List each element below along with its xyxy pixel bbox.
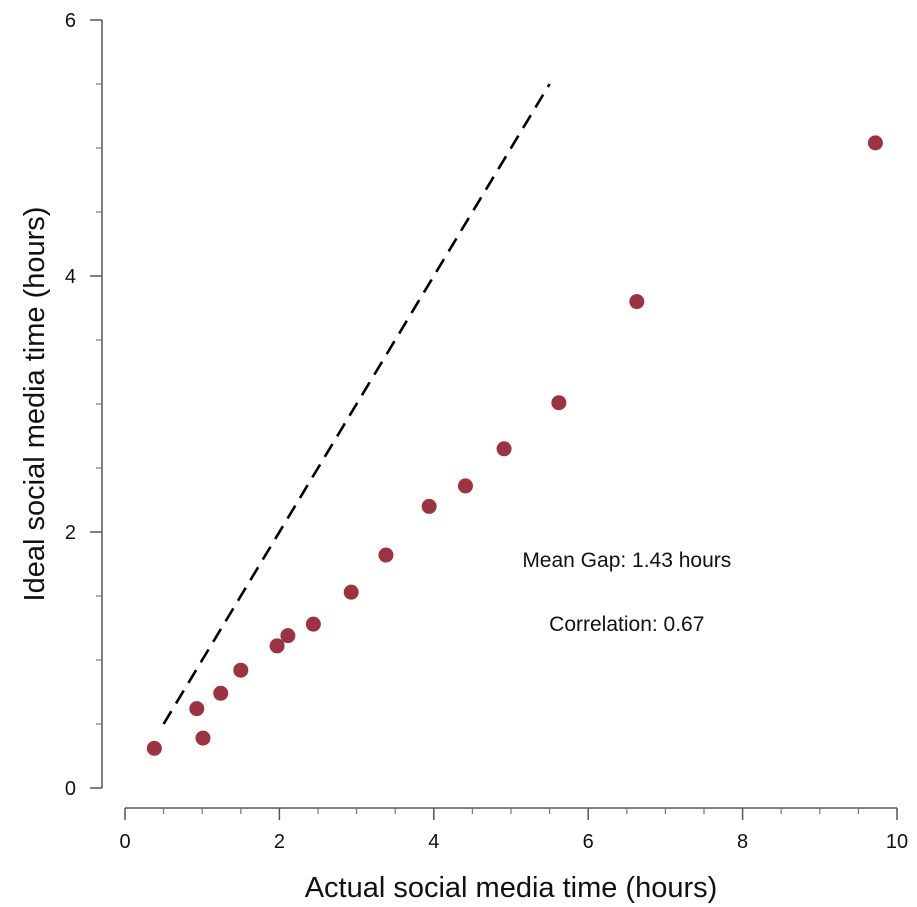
- y-tick-label: 2: [65, 522, 76, 544]
- data-point: [213, 685, 229, 701]
- annotations-layer: Mean Gap: 1.43 hours Correlation: 0.67: [522, 549, 731, 636]
- x-tick-label: 0: [119, 831, 130, 853]
- x-tick-label: 2: [274, 831, 285, 853]
- data-point: [269, 638, 285, 654]
- data-point: [233, 662, 249, 678]
- annotation-text: Mean Gap: 1.43 hours: [522, 549, 731, 572]
- data-point: [421, 498, 437, 514]
- x-axis-title: Actual social media time (hours): [305, 872, 718, 904]
- data-point: [189, 701, 205, 717]
- data-point: [146, 740, 162, 756]
- data-point: [378, 547, 394, 563]
- y-axis-title: Ideal social media time (hours): [19, 207, 51, 602]
- x-tick-label: 8: [737, 831, 748, 853]
- data-point: [195, 730, 211, 746]
- reference-line-layer: [162, 83, 551, 725]
- x-tick-label: 4: [428, 831, 439, 853]
- data-point: [280, 628, 296, 644]
- x-tick-label: 6: [583, 831, 594, 853]
- x-axis-ticks: 0 2 4 6 8 10: [119, 808, 908, 853]
- data-point: [457, 478, 473, 494]
- x-tick-label: 10: [886, 831, 908, 853]
- y-tick-label: 6: [65, 10, 76, 32]
- y-tick-label: 4: [65, 266, 76, 288]
- y-axis-ticks: 0 2 4 6: [65, 10, 102, 800]
- data-point: [343, 584, 359, 600]
- data-point: [867, 135, 883, 151]
- data-point: [629, 294, 645, 310]
- annotation-text: Correlation: 0.67: [549, 613, 704, 636]
- reference-dashed-line: [162, 83, 551, 725]
- data-point: [305, 616, 321, 632]
- y-tick-label: 0: [65, 778, 76, 800]
- data-point: [496, 441, 512, 457]
- chart-axes: 0 2 4 6 8 10 0 2 4 6: [65, 10, 908, 853]
- data-points-layer: [146, 135, 883, 756]
- data-point: [551, 395, 567, 411]
